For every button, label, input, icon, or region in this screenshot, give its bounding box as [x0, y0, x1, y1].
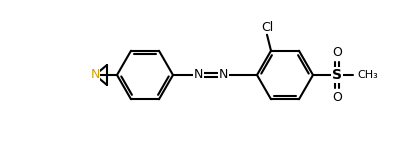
Text: O: O — [332, 46, 342, 59]
Text: S: S — [332, 68, 342, 82]
Text: N: N — [194, 69, 203, 81]
Text: Cl: Cl — [261, 21, 273, 34]
Text: N: N — [219, 69, 228, 81]
Text: CH₃: CH₃ — [357, 70, 378, 80]
Text: N: N — [90, 69, 100, 81]
Text: O: O — [332, 91, 342, 104]
